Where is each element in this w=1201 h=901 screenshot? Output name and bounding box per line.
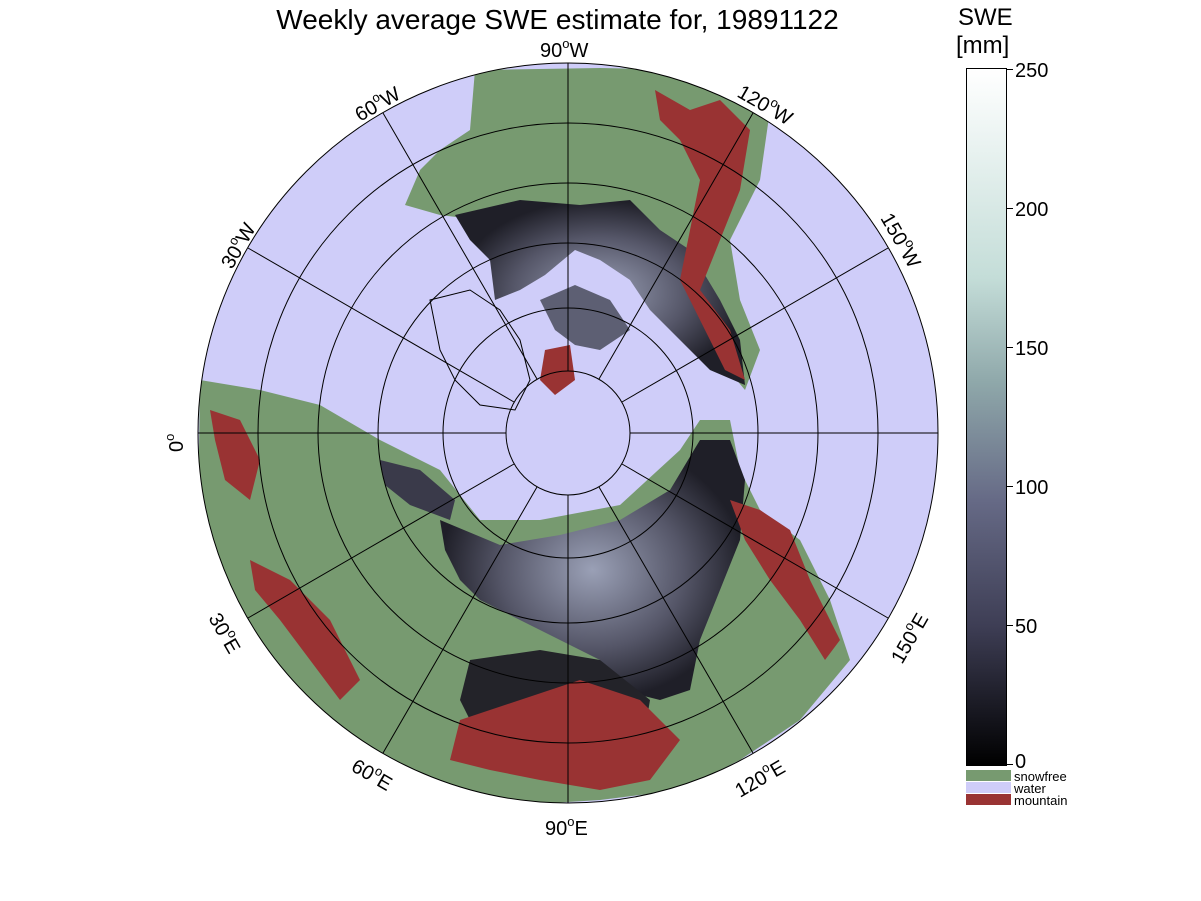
legend-swatch-mountain <box>966 794 1011 805</box>
lon-label-0: 0o <box>162 434 188 452</box>
north-america-snow <box>455 200 745 385</box>
colorbar-tick <box>1007 625 1013 626</box>
legend-label-snowfree: snowfree <box>1014 769 1067 784</box>
colorbar-tick-label: 150 <box>1015 338 1049 360</box>
rocky-mountains <box>655 90 750 380</box>
east-siberia-mountains <box>730 500 840 660</box>
map-title: Weekly average SWE estimate for, 1989112… <box>276 4 839 35</box>
lon-label-30e: 30oE <box>204 608 248 658</box>
lon-label-90e: 90oE <box>545 814 588 840</box>
colorbar-tick-label: 100 <box>1015 477 1049 499</box>
colorbar-unit: [mm] <box>956 32 1010 59</box>
colorbar-tick <box>1007 347 1013 348</box>
canadian-archipelago <box>540 285 630 350</box>
lon-label-60e: 60oE <box>348 752 398 796</box>
colorbar-tick <box>1007 764 1013 765</box>
colorbar-tick-label: 50 <box>1015 616 1038 638</box>
legend-label-mountain: mountain <box>1014 793 1068 808</box>
colorbar-title: SWE <box>958 4 1013 31</box>
colorbar-tick-label: 200 <box>1015 199 1049 221</box>
graticule <box>197 62 939 804</box>
greenland-coast-mountain <box>540 345 575 395</box>
colorbar-tick <box>1007 69 1013 70</box>
legend-swatch-snowfree <box>966 770 1011 781</box>
central-asia-mountains <box>450 680 680 790</box>
legend-swatch-water <box>966 782 1011 793</box>
swe-colorbar <box>966 68 1007 766</box>
colorbar-tick <box>1007 486 1013 487</box>
europe-mountains <box>250 560 360 700</box>
colorbar-tick-label: 0 <box>1015 751 1027 773</box>
colorbar-tick <box>1007 208 1013 209</box>
colorbar-tick-label: 250 <box>1015 60 1049 82</box>
lon-label-150e: 150oE <box>884 608 933 668</box>
lon-label-90w: 90oW <box>540 36 588 62</box>
scandinavia-snow <box>380 460 455 520</box>
legend-label-water: water <box>1014 781 1046 796</box>
eurasia-snow <box>440 440 745 700</box>
